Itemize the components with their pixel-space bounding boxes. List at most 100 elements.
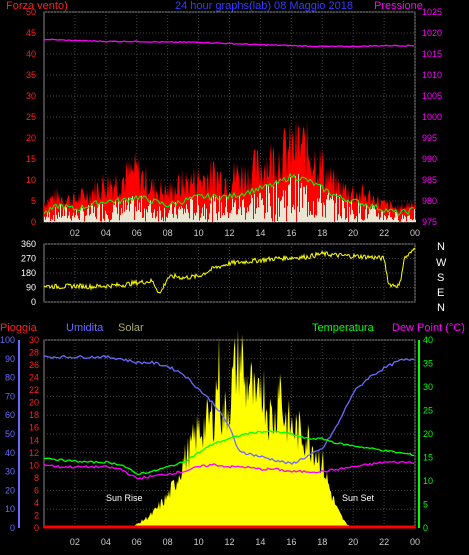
- wind-calm-series: [44, 173, 416, 222]
- wind-y-tick-label: 40: [26, 49, 36, 59]
- pressure-y-tick-label: 990: [422, 154, 437, 164]
- rain-y-tick-label: 6: [34, 485, 39, 495]
- climate-x-tick-label: 20: [348, 537, 358, 547]
- wind-x-tick-label: 08: [163, 228, 173, 238]
- wind-x-tick-label: 02: [70, 228, 80, 238]
- humidity-label: Umidita: [66, 322, 104, 334]
- rain-y-tick-label: 2: [34, 510, 39, 520]
- pressure-y-tick-label: 980: [422, 196, 437, 206]
- header-title: 24 hour graphs(lab) 08 Maggio 2018: [175, 0, 353, 12]
- humidity-y-tick-label: 70: [5, 391, 15, 401]
- climate-x-tick-label: 00: [410, 537, 420, 547]
- dewpoint-series: [43, 460, 415, 480]
- direction-y-tick-label: 270: [21, 254, 36, 264]
- temperature-y-tick-label: 0: [423, 523, 428, 533]
- temperature-y-tick-label: 5: [423, 500, 428, 510]
- climate-x-tick-label: 12: [224, 537, 234, 547]
- direction-y-tick-label: 0: [31, 297, 36, 307]
- pressure-y-tick-label: 1010: [422, 70, 442, 80]
- climate-x-tick-label: 08: [163, 537, 173, 547]
- compass-e: E: [437, 287, 444, 299]
- wind-direction-series: [43, 247, 416, 294]
- wind-y-tick-label: 15: [26, 154, 36, 164]
- pressure-y-tick-label: 1000: [422, 112, 442, 122]
- humidity-y-tick-label: 60: [5, 410, 15, 420]
- rain-y-tick-label: 18: [29, 410, 39, 420]
- compass-w: W: [436, 257, 447, 269]
- wind-y-tick-label: 50: [26, 7, 36, 17]
- rain-y-tick-label: 12: [29, 448, 39, 458]
- direction-y-tick-label: 360: [21, 239, 36, 249]
- pressure-y-tick-label: 1015: [422, 49, 442, 59]
- pressure-y-tick-label: 975: [422, 217, 437, 227]
- wind-y-tick-label: 45: [26, 28, 36, 38]
- compass-n-top: N: [437, 241, 445, 253]
- wind-x-tick-label: 12: [224, 228, 234, 238]
- wind-y-tick-label: 20: [26, 133, 36, 143]
- header-pressure-label: Pressione: [374, 0, 423, 12]
- wind-x-tick-label: 14: [255, 228, 265, 238]
- pressure-y-tick-label: 1025: [422, 7, 442, 17]
- temperature-y-tick-label: 10: [423, 476, 433, 486]
- wind-x-tick-label: 20: [348, 228, 358, 238]
- rain-label: Pioggia: [0, 322, 38, 334]
- humidity-y-tick-label: 10: [5, 504, 15, 514]
- temperature-label: Temperatura: [312, 322, 375, 334]
- dewpoint-label: Dew Point (°C): [392, 322, 465, 334]
- wind-y-tick-label: 0: [31, 217, 36, 227]
- rain-y-tick-label: 10: [29, 460, 39, 470]
- wind-x-tick-label: 16: [286, 228, 296, 238]
- wind-x-tick-label: 04: [101, 228, 111, 238]
- temperature-y-tick-label: 25: [423, 406, 433, 416]
- wind-y-tick-label: 5: [31, 196, 36, 206]
- sunrise-annotation: Sun Rise: [106, 493, 143, 503]
- pressure-y-tick-label: 1005: [422, 91, 442, 101]
- rain-y-tick-label: 16: [29, 423, 39, 433]
- wind-y-tick-label: 25: [26, 112, 36, 122]
- pressure-y-tick-label: 995: [422, 133, 437, 143]
- wind-y-tick-label: 35: [26, 70, 36, 80]
- wind-y-tick-label: 10: [26, 175, 36, 185]
- temperature-y-tick-label: 30: [423, 382, 433, 392]
- wind-x-tick-label: 22: [379, 228, 389, 238]
- wind-speed-series: [44, 118, 415, 222]
- climate-x-tick-label: 06: [132, 537, 142, 547]
- rain-y-tick-label: 30: [29, 335, 39, 345]
- wind-x-tick-label: 00: [410, 228, 420, 238]
- humidity-y-tick-label: 80: [5, 373, 15, 383]
- climate-x-tick-label: 18: [317, 537, 327, 547]
- pressure-series: [44, 38, 415, 48]
- humidity-y-tick-label: 0: [10, 523, 15, 533]
- humidity-y-tick-label: 90: [5, 354, 15, 364]
- climate-x-tick-label: 16: [286, 537, 296, 547]
- humidity-y-tick-label: 100: [0, 335, 15, 345]
- temperature-y-tick-label: 35: [423, 359, 433, 369]
- humidity-series: [43, 354, 415, 465]
- pressure-y-tick-label: 985: [422, 175, 437, 185]
- humidity-y-tick-label: 30: [5, 467, 15, 477]
- solar-label: Solar: [118, 322, 144, 334]
- rain-y-tick-label: 28: [29, 348, 39, 358]
- pressure-y-tick-label: 1020: [422, 28, 442, 38]
- climate-x-tick-label: 22: [379, 537, 389, 547]
- rain-y-tick-label: 26: [29, 360, 39, 370]
- rain-y-tick-label: 8: [34, 473, 39, 483]
- humidity-y-tick-label: 20: [5, 485, 15, 495]
- temperature-y-tick-label: 15: [423, 453, 433, 463]
- compass-n-bottom: N: [437, 302, 445, 314]
- header-wind-label: Forza vento): [6, 0, 68, 12]
- rain-y-tick-label: 22: [29, 385, 39, 395]
- rain-y-tick-label: 0: [34, 523, 39, 533]
- compass-s: S: [437, 272, 444, 284]
- wind-x-tick-label: 06: [132, 228, 142, 238]
- direction-y-tick-label: 180: [21, 268, 36, 278]
- temperature-series: [43, 429, 415, 476]
- rain-y-tick-label: 14: [29, 435, 39, 445]
- climate-x-tick-label: 14: [255, 537, 265, 547]
- climate-x-tick-label: 04: [101, 537, 111, 547]
- wind-x-tick-label: 18: [317, 228, 327, 238]
- wind-y-tick-label: 30: [26, 91, 36, 101]
- rain-y-tick-label: 20: [29, 398, 39, 408]
- sunset-annotation: Sun Set: [342, 493, 375, 503]
